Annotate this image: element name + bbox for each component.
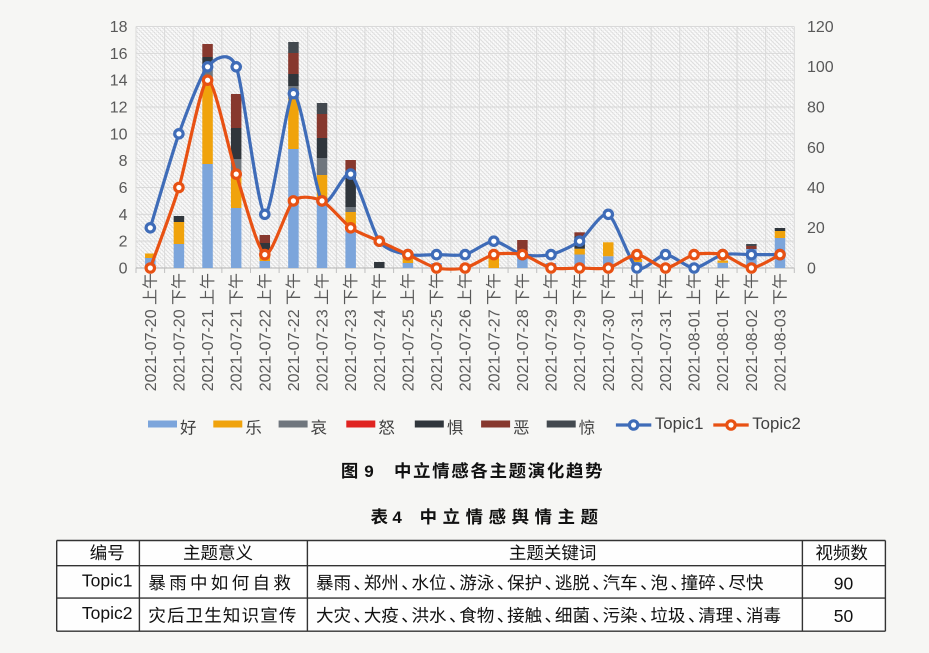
svg-text:10: 10: [110, 126, 128, 143]
svg-text:2021-07-23: 2021-07-23: [343, 309, 360, 391]
svg-text:14: 14: [110, 73, 128, 90]
svg-text:120: 120: [807, 19, 834, 36]
svg-text:4: 4: [392, 508, 402, 527]
svg-text:Topic1: Topic1: [655, 414, 704, 433]
svg-text:16: 16: [110, 46, 128, 63]
svg-text:2021-07-22: 2021-07-22: [286, 309, 303, 391]
svg-text:20: 20: [807, 220, 825, 237]
svg-text:6: 6: [119, 180, 128, 197]
svg-text:Topic1: Topic1: [82, 571, 133, 591]
svg-text:100: 100: [807, 59, 834, 76]
svg-text:0: 0: [119, 261, 128, 278]
svg-text:50: 50: [834, 606, 854, 626]
svg-text:2021-07-27: 2021-07-27: [486, 309, 503, 391]
svg-text:2021-07-30: 2021-07-30: [601, 309, 618, 391]
svg-text:80: 80: [807, 100, 825, 117]
svg-text:8: 8: [119, 153, 128, 170]
svg-text:12: 12: [110, 100, 128, 117]
svg-text:40: 40: [807, 180, 825, 197]
svg-text:90: 90: [834, 574, 854, 594]
svg-text:2021-07-22: 2021-07-22: [257, 309, 274, 391]
svg-text:2021-07-29: 2021-07-29: [544, 309, 561, 391]
svg-text:2021-07-26: 2021-07-26: [458, 309, 475, 391]
svg-text:18: 18: [110, 19, 128, 36]
svg-text:Topic2: Topic2: [752, 414, 801, 433]
svg-text:2021-07-21: 2021-07-21: [229, 309, 246, 391]
svg-text:2: 2: [119, 234, 128, 251]
svg-text:2021-07-23: 2021-07-23: [315, 309, 332, 391]
svg-text:2021-07-29: 2021-07-29: [572, 309, 589, 391]
svg-text:2021-07-20: 2021-07-20: [143, 309, 160, 391]
svg-text:2021-08-03: 2021-08-03: [773, 309, 790, 391]
svg-text:2021-07-25: 2021-07-25: [400, 309, 417, 391]
svg-text:9: 9: [364, 462, 373, 481]
svg-text:0: 0: [807, 261, 816, 278]
svg-text:2021-07-25: 2021-07-25: [429, 309, 446, 391]
svg-text:2021-07-31: 2021-07-31: [629, 309, 646, 391]
svg-text:2021-07-21: 2021-07-21: [200, 309, 217, 391]
svg-text:2021-08-01: 2021-08-01: [715, 309, 732, 391]
svg-text:2021-07-31: 2021-07-31: [658, 309, 675, 391]
svg-text:2021-08-02: 2021-08-02: [744, 309, 761, 391]
svg-text:2021-07-24: 2021-07-24: [372, 309, 389, 391]
svg-text:2021-07-20: 2021-07-20: [171, 309, 188, 391]
svg-text:60: 60: [807, 140, 825, 157]
svg-text:Topic2: Topic2: [82, 603, 133, 623]
svg-text:2021-07-28: 2021-07-28: [515, 309, 532, 391]
svg-text:2021-08-01: 2021-08-01: [687, 309, 704, 391]
svg-text:4: 4: [119, 207, 128, 224]
